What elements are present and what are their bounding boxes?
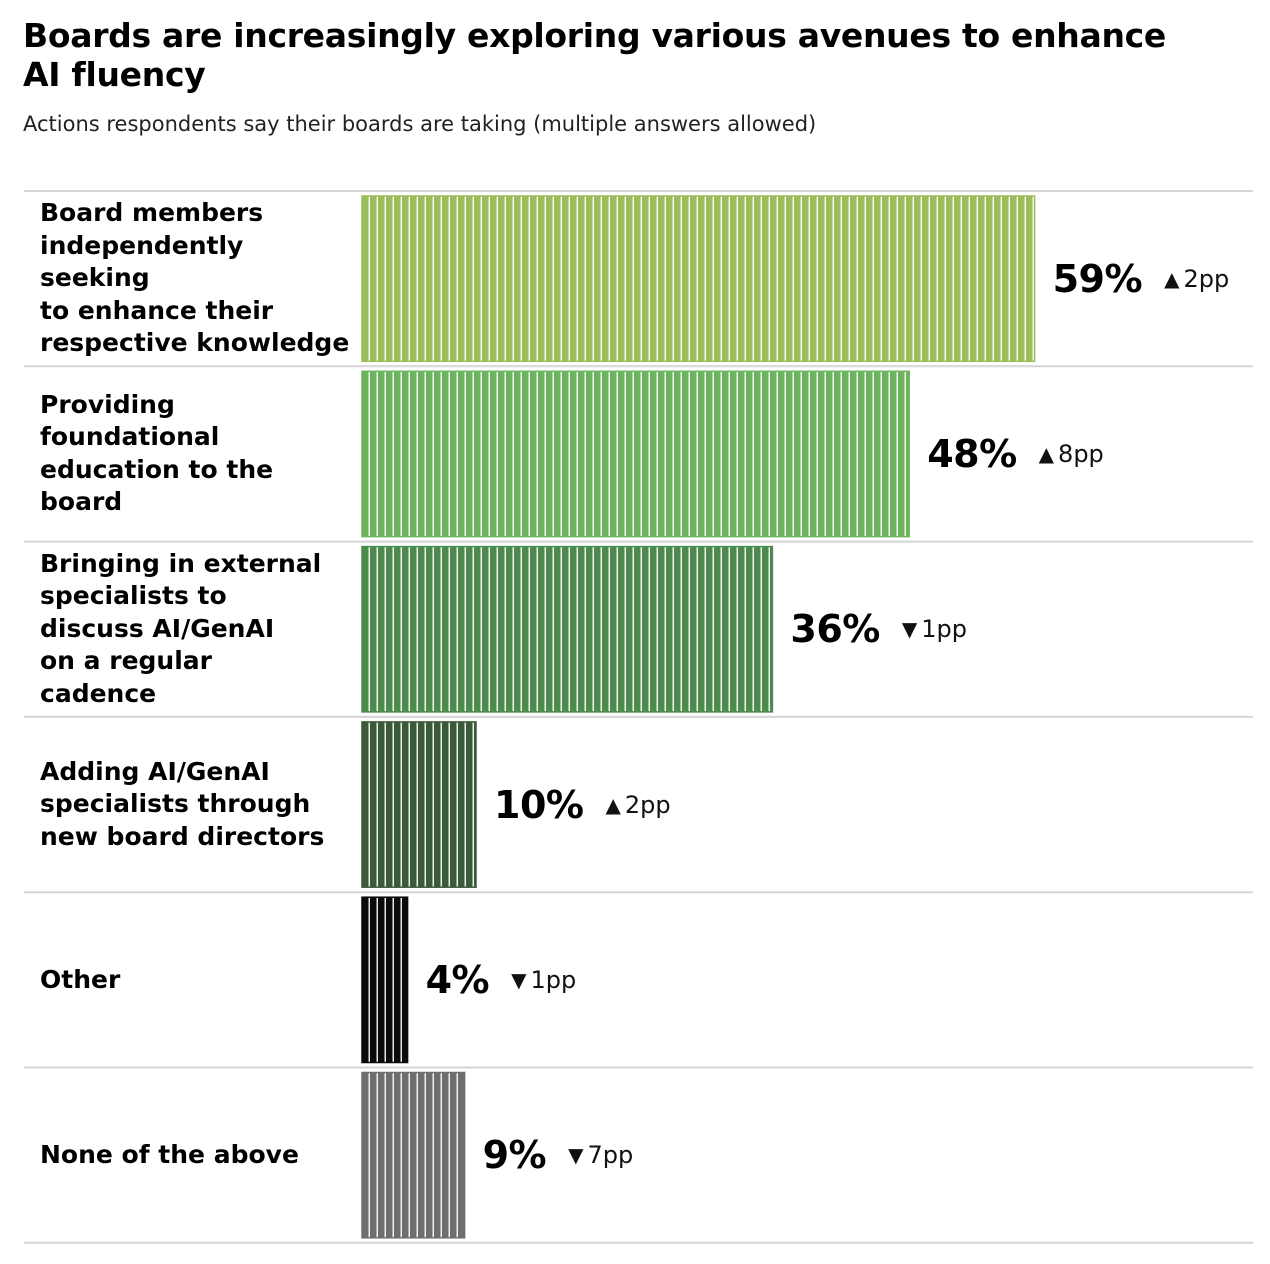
chart-subtitle: Actions respondents say their boards are… <box>23 112 817 136</box>
bars <box>361 195 1036 1239</box>
data-label: 48% <box>927 431 1017 476</box>
change-label: ▼ 7pp <box>568 1141 633 1169</box>
category-label: Adding AI/GenAI specialists through new bo… <box>40 756 325 851</box>
triangle-up-icon: ▲ <box>605 792 621 817</box>
value-group: 59% ▲ 2pp <box>1053 191 1230 366</box>
data-label: 36% <box>790 607 880 652</box>
change-text: 1pp <box>530 965 577 994</box>
category-label: Providing foundational education to the boa… <box>40 389 274 517</box>
value-group: 9% ▼ 7pp <box>483 1068 634 1243</box>
triangle-down-icon: ▼ <box>901 617 918 642</box>
bar-6 <box>361 1071 466 1239</box>
bar-4 <box>361 721 477 888</box>
category-label: None of the above <box>40 1139 299 1169</box>
category-label: Other <box>40 964 121 994</box>
change-label: ▼ 1pp <box>511 966 576 994</box>
value-group: 48% ▲ 8pp <box>927 366 1104 541</box>
triangle-up-icon: ▲ <box>1164 266 1180 291</box>
change-text: 8pp <box>1058 439 1104 468</box>
category-label: Board members independently seeking to enh… <box>40 198 350 358</box>
change-text: 2pp <box>624 790 671 819</box>
data-label: 9% <box>482 1133 547 1178</box>
change-label: ▲ 2pp <box>1164 265 1229 293</box>
bar-3 <box>361 545 774 713</box>
data-label: 59% <box>1052 256 1143 301</box>
triangle-down-icon: ▼ <box>511 967 527 992</box>
change-text: 1pp <box>921 615 967 644</box>
value-group: 10% ▲ 2pp <box>494 717 671 892</box>
change-label: ▼ 1pp <box>902 615 967 643</box>
change-label: ▲ 8pp <box>1039 440 1104 468</box>
change-label: ▲ 2pp <box>605 791 670 819</box>
triangle-up-icon: ▲ <box>1038 441 1055 466</box>
triangle-down-icon: ▼ <box>568 1143 584 1168</box>
category-label: Bringing in external specialists to discus… <box>40 548 322 708</box>
chart-title: Boards are increasingly exploring variou… <box>23 16 1166 94</box>
bar-5 <box>361 896 409 1064</box>
data-label: 4% <box>425 957 490 1002</box>
bar-2 <box>361 370 910 538</box>
bar-1 <box>361 195 1036 363</box>
change-text: 2pp <box>1183 264 1230 293</box>
change-text: 7pp <box>587 1141 634 1170</box>
data-label: 10% <box>494 782 584 827</box>
value-group: 36% ▼ 1pp <box>790 542 967 717</box>
row-dividers <box>24 190 1253 1244</box>
value-group: 4% ▼ 1pp <box>426 892 577 1067</box>
